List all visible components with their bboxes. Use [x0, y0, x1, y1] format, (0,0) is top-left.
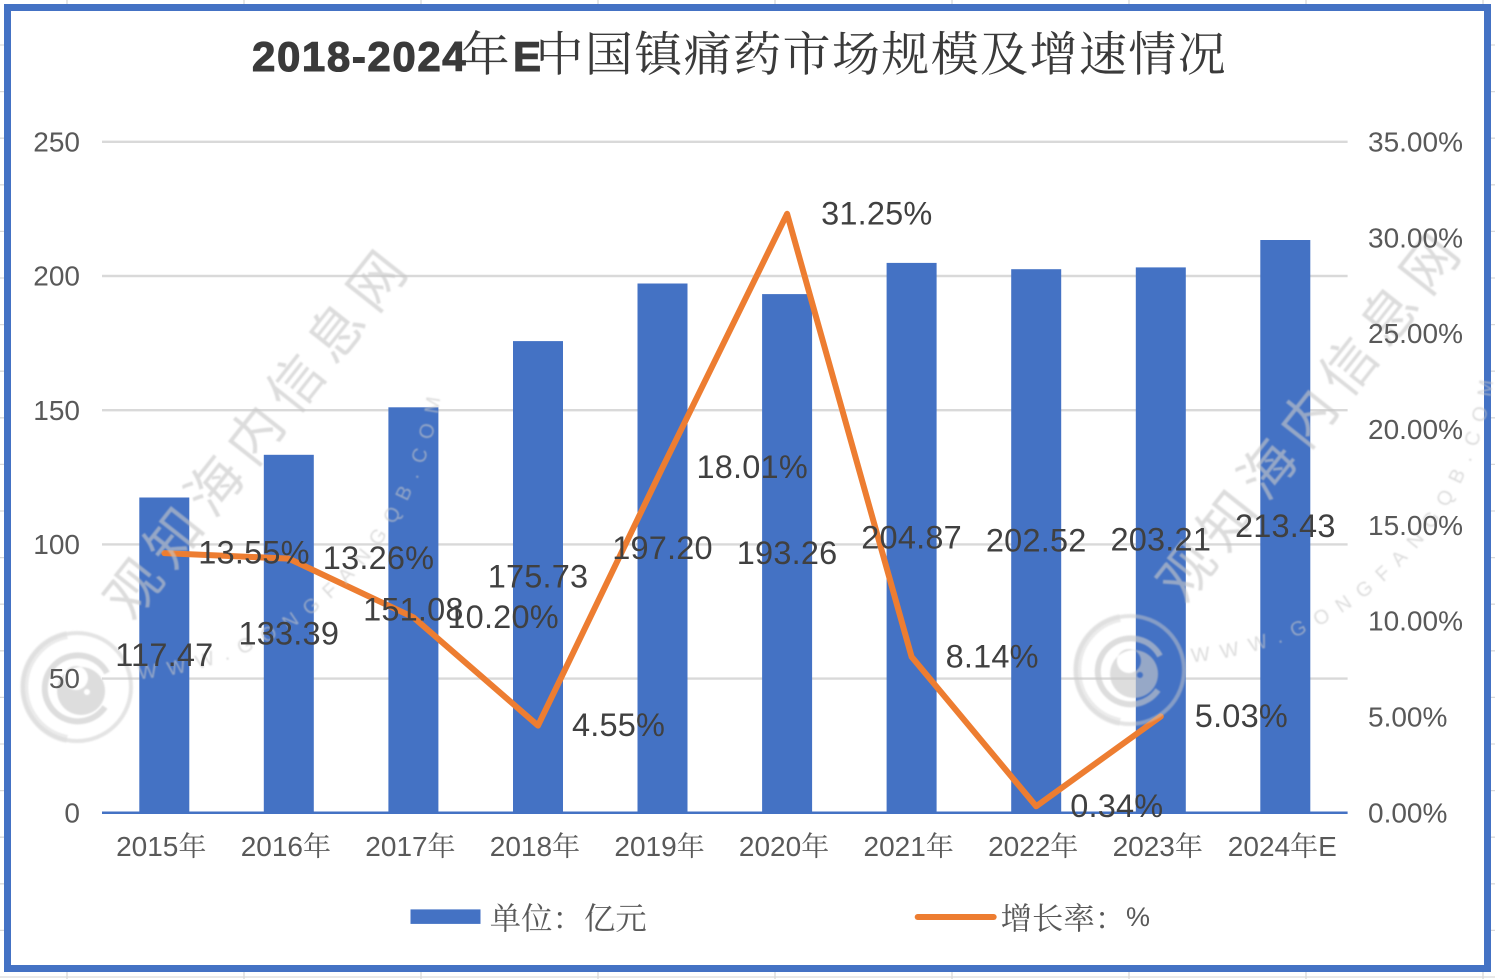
- svg-text:0: 0: [64, 797, 80, 828]
- svg-text:15.00%: 15.00%: [1368, 510, 1463, 541]
- svg-text:2020: 2020: [739, 831, 801, 862]
- svg-text:200: 200: [33, 261, 80, 292]
- svg-text:8.14%: 8.14%: [946, 638, 1039, 674]
- svg-text:197.20: 197.20: [612, 530, 713, 566]
- svg-text:151.08: 151.08: [363, 592, 464, 628]
- svg-text:13.55%: 13.55%: [198, 535, 309, 571]
- svg-text:%: %: [1126, 902, 1150, 932]
- svg-text:150: 150: [33, 395, 80, 426]
- svg-text:10.20%: 10.20%: [447, 599, 558, 635]
- svg-text:202.52: 202.52: [986, 523, 1087, 559]
- svg-text:2017: 2017: [365, 831, 427, 862]
- svg-text:213.43: 213.43: [1235, 508, 1336, 544]
- svg-text:10.00%: 10.00%: [1368, 606, 1463, 637]
- svg-text:204.87: 204.87: [861, 520, 962, 556]
- svg-text:0.00%: 0.00%: [1368, 797, 1447, 828]
- svg-text:0.34%: 0.34%: [1070, 788, 1163, 824]
- svg-text:250: 250: [33, 126, 80, 157]
- svg-text:2018: 2018: [490, 831, 552, 862]
- svg-text:2023: 2023: [1113, 831, 1175, 862]
- svg-text:2021: 2021: [864, 831, 926, 862]
- svg-text:133.39: 133.39: [238, 615, 339, 651]
- svg-text:E: E: [1318, 831, 1337, 862]
- svg-text:193.26: 193.26: [737, 535, 838, 571]
- svg-text:2024: 2024: [1228, 831, 1290, 862]
- svg-text:18.01%: 18.01%: [697, 449, 808, 485]
- svg-text:100: 100: [33, 529, 80, 560]
- svg-text:2016: 2016: [241, 831, 303, 862]
- svg-text:2019: 2019: [614, 831, 676, 862]
- svg-text:5.03%: 5.03%: [1195, 698, 1288, 734]
- svg-text:2022: 2022: [988, 831, 1050, 862]
- svg-text:203.21: 203.21: [1110, 522, 1211, 558]
- svg-text:20.00%: 20.00%: [1368, 414, 1463, 445]
- svg-text:2018-2024: 2018-2024: [252, 33, 467, 80]
- svg-text:50: 50: [49, 663, 80, 694]
- svg-text:117.47: 117.47: [115, 637, 213, 673]
- svg-text:E: E: [513, 33, 541, 80]
- svg-text:4.55%: 4.55%: [572, 707, 665, 743]
- svg-text:2015: 2015: [116, 831, 178, 862]
- svg-text:13.26%: 13.26%: [323, 540, 434, 576]
- svg-text:5.00%: 5.00%: [1368, 702, 1447, 733]
- svg-text:31.25%: 31.25%: [821, 195, 932, 231]
- svg-text:30.00%: 30.00%: [1368, 222, 1463, 253]
- svg-text:35.00%: 35.00%: [1368, 127, 1463, 158]
- svg-text:175.73: 175.73: [488, 559, 589, 595]
- svg-text:25.00%: 25.00%: [1368, 318, 1463, 349]
